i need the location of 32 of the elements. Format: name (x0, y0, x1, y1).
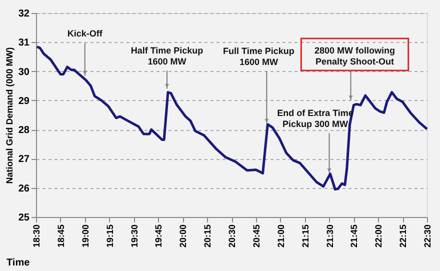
x-tick-label: 20:45 (251, 224, 262, 248)
y-tick-label: 31 (18, 38, 30, 49)
x-tick-label: 21:45 (349, 224, 360, 248)
x-tick-label: 18:45 (56, 224, 66, 248)
annotation: Kick-Off (67, 28, 104, 39)
x-tick-label: 19:15 (104, 224, 115, 248)
y-tick-label: 27 (18, 154, 30, 166)
x-tick-label: 19:45 (154, 224, 164, 248)
x-tick-label: 20:30 (227, 224, 237, 248)
y-tick-label: 32 (18, 8, 30, 20)
x-tick-label: 22:15 (398, 224, 408, 248)
y-tick-label: 29 (18, 96, 30, 107)
y-tick-label: 30 (18, 66, 30, 78)
x-axis-title: Time (6, 258, 30, 268)
x-tick-label: 19:00 (80, 224, 90, 248)
x-tick-label: 22:30 (422, 224, 432, 248)
y-axis-title: National Grid Demand (000 MW) (4, 47, 14, 184)
annotation: 2800 MW following Penalty Shoot-Out (314, 45, 396, 66)
x-tick-label: 21:00 (276, 224, 286, 248)
x-tick-label: 19:30 (129, 224, 140, 248)
y-tick-label: 26 (18, 183, 30, 194)
annotation: Half Time Pickup 1600 MW (130, 45, 204, 66)
x-tick-label: 18:30 (32, 224, 42, 248)
y-tick-label: 28 (18, 125, 30, 136)
x-tick-label: 21:30 (324, 224, 335, 248)
y-tick-label: 25 (18, 212, 30, 224)
x-tick-label: 22:00 (374, 224, 384, 248)
annotation: Full Time Pickup 1600 MW (223, 46, 295, 67)
x-tick-label: 21:15 (300, 224, 310, 248)
line-series (36, 46, 428, 191)
x-tick-label: 20:00 (178, 224, 188, 248)
x-tick-label: 20:15 (202, 224, 213, 248)
